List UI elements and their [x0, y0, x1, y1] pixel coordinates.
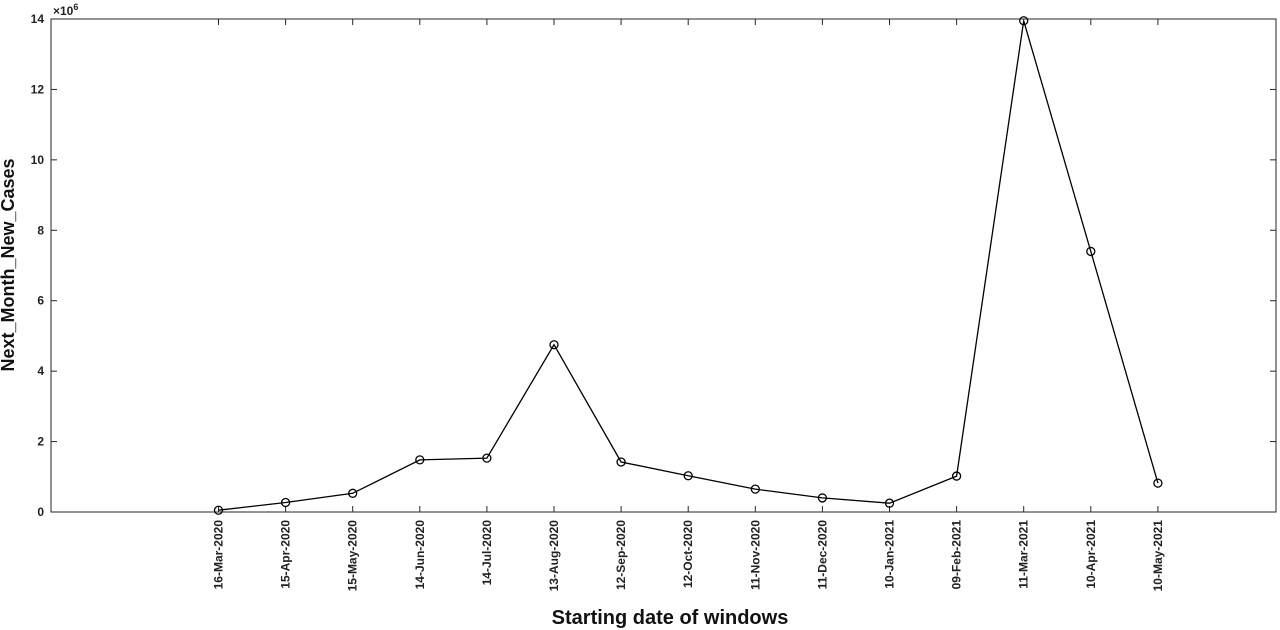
- x-axis-ticks: 16-Mar-2020 15-Apr-2020 15-May-2020 14-Jun-…: [212, 19, 1165, 591]
- data-point: [348, 488, 358, 498]
- data-markers: [213, 16, 1163, 515]
- y-tick-label: 4: [37, 364, 44, 378]
- y-tick-label: 14: [31, 12, 45, 26]
- x-tick-label: 10-Apr-2021: [1084, 520, 1098, 589]
- data-point: [1019, 16, 1029, 26]
- data-point: [750, 484, 760, 494]
- data-point: [884, 498, 895, 508]
- y-tick-label: 2: [37, 435, 44, 449]
- x-tick-label: 16-Mar-2020: [212, 520, 226, 590]
- x-tick-label: 14-Jul-2020: [480, 520, 494, 586]
- x-tick-label: 13-Aug-2020: [547, 520, 561, 592]
- y-tick-label: 10: [31, 153, 45, 167]
- y-multiplier: ×106: [53, 2, 78, 18]
- x-axis-label: Starting date of windows: [552, 607, 789, 629]
- data-point: [1086, 246, 1096, 257]
- x-tick-label: 11-Dec-2020: [815, 520, 829, 590]
- x-tick-label: 10-May-2021: [1151, 520, 1165, 592]
- x-tick-label: 12-Oct-2020: [681, 520, 695, 588]
- y-tick-label: 0: [37, 505, 44, 519]
- data-point: [683, 471, 693, 481]
- data-point: [1153, 478, 1163, 488]
- x-tick-label: 14-Jun-2020: [413, 520, 427, 590]
- x-tick-label: 10-Jan-2021: [883, 520, 897, 589]
- data-point: [213, 505, 224, 515]
- y-tick-label: 6: [37, 294, 44, 308]
- x-tick-label: 15-May-2020: [346, 520, 360, 592]
- plot-area: [50, 18, 1277, 513]
- y-axis-label: Next_Month_New_Cases: [0, 158, 18, 371]
- series-line: [218, 20, 1159, 511]
- data-point: [482, 453, 492, 463]
- y-tick-label: 8: [37, 223, 44, 237]
- data-point: [616, 457, 626, 467]
- data-point: [817, 493, 828, 503]
- data-point: [951, 471, 962, 481]
- x-tick-label: 11-Mar-2021: [1017, 520, 1031, 589]
- x-tick-label: 12-Sep-2020: [614, 520, 628, 590]
- x-tick-label: 15-Apr-2020: [279, 520, 293, 589]
- data-point: [415, 455, 425, 465]
- data-point: [549, 340, 559, 350]
- x-tick-label: 11-Nov-2020: [748, 520, 762, 590]
- x-tick-label: 09-Feb-2021: [950, 520, 964, 590]
- y-tick-label: 12: [31, 82, 45, 96]
- y-axis-ticks: 0 2 4 6 8 10 12 14: [31, 12, 1276, 519]
- data-point: [280, 497, 291, 508]
